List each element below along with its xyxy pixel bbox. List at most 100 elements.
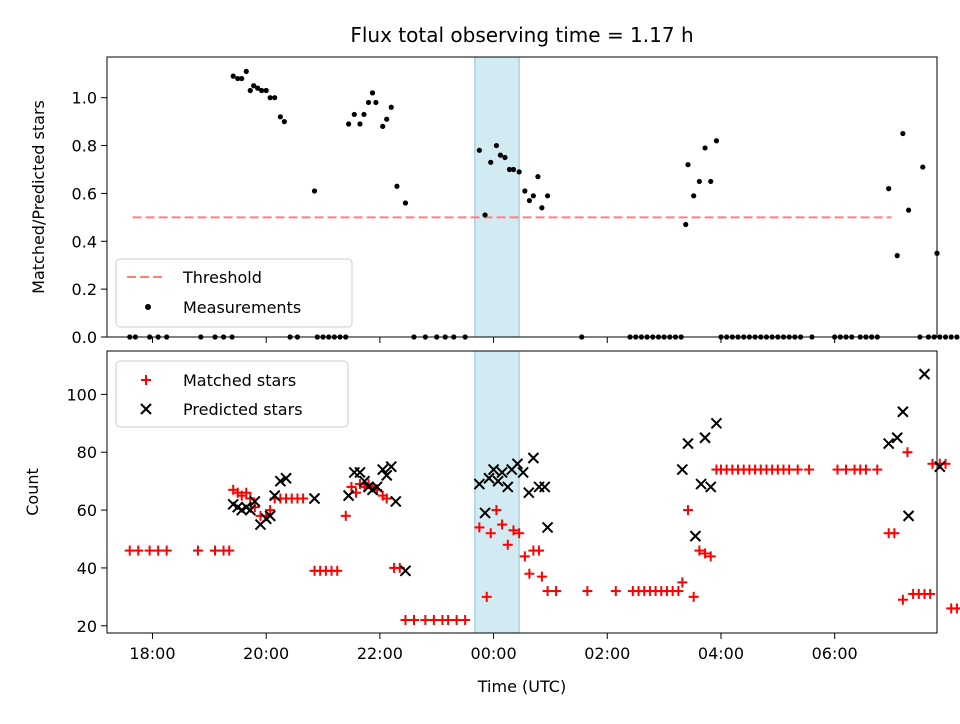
top-y-tick-label: 0.8 bbox=[72, 137, 97, 156]
predicted-star-point bbox=[391, 496, 401, 506]
matched-star-point bbox=[861, 465, 871, 475]
measurement-point bbox=[477, 148, 482, 153]
measurement-point bbox=[244, 69, 249, 74]
x-axis-label: Time (UTC) bbox=[477, 677, 566, 696]
measurement-point bbox=[937, 334, 942, 339]
measurement-point bbox=[352, 112, 357, 117]
matched-star-point bbox=[341, 511, 351, 521]
legend-threshold-label: Threshold bbox=[182, 268, 262, 287]
predicted-star-point bbox=[898, 407, 908, 417]
measurement-point bbox=[702, 145, 707, 150]
measurement-point bbox=[900, 131, 905, 136]
x-tick-label: 06:00 bbox=[812, 644, 858, 663]
measurement-point bbox=[482, 212, 487, 217]
measurement-point bbox=[384, 117, 389, 122]
matched-star-point bbox=[409, 615, 419, 625]
top-panel: 0.00.20.40.60.81.0 Matched/Predicted sta… bbox=[29, 57, 960, 347]
measurement-point bbox=[373, 100, 378, 105]
measurement-point bbox=[714, 138, 719, 143]
figure-title: Flux total observing time = 1.17 h bbox=[350, 23, 693, 47]
matched-star-point bbox=[841, 465, 851, 475]
predicted-star-point bbox=[400, 566, 410, 576]
bottom-y-tick-label: 80 bbox=[77, 443, 97, 462]
legend-measurements-swatch bbox=[145, 304, 151, 310]
measurement-point bbox=[312, 188, 317, 193]
matched-star-point bbox=[793, 465, 803, 475]
measurement-point bbox=[895, 253, 900, 258]
matched-star-point bbox=[125, 546, 135, 556]
measurement-point bbox=[531, 193, 536, 198]
matched-star-point bbox=[420, 615, 430, 625]
bottom-y-axis-label: Count bbox=[23, 468, 42, 516]
measurement-point bbox=[697, 179, 702, 184]
matched-star-point bbox=[677, 577, 687, 587]
measurement-point bbox=[231, 74, 236, 79]
predicted-star-point bbox=[700, 433, 710, 443]
measurement-point bbox=[886, 186, 891, 191]
measurement-point bbox=[248, 88, 253, 93]
matched-star-point bbox=[902, 447, 912, 457]
measurement-point bbox=[488, 160, 493, 165]
top-y-tick-label: 1.0 bbox=[72, 89, 97, 108]
measurement-point bbox=[370, 90, 375, 95]
predicted-star-point bbox=[690, 531, 700, 541]
x-tick-label: 20:00 bbox=[243, 644, 289, 663]
measurement-point bbox=[954, 334, 959, 339]
measurement-point bbox=[403, 200, 408, 205]
measurement-point bbox=[906, 208, 911, 213]
matched-star-point bbox=[543, 586, 553, 596]
matched-star-point bbox=[520, 551, 530, 561]
matched-star-point bbox=[153, 546, 163, 556]
predicted-star-point bbox=[378, 465, 388, 475]
predicted-star-point bbox=[696, 479, 706, 489]
matched-star-point bbox=[162, 546, 172, 556]
measurement-point bbox=[943, 334, 948, 339]
matched-star-point bbox=[210, 546, 220, 556]
measurement-point bbox=[264, 88, 269, 93]
bottom-y-tick-label: 20 bbox=[77, 617, 97, 636]
measurement-point bbox=[683, 222, 688, 227]
highlight-span-top bbox=[475, 57, 519, 337]
measurement-point bbox=[389, 105, 394, 110]
x-tick-label: 04:00 bbox=[698, 644, 744, 663]
legend-matched-label: Matched stars bbox=[183, 371, 296, 390]
top-y-tick-label: 0.4 bbox=[72, 232, 97, 251]
measurement-point bbox=[539, 205, 544, 210]
matched-star-point bbox=[332, 566, 342, 576]
measurement-point bbox=[708, 179, 713, 184]
predicted-star-point bbox=[919, 369, 929, 379]
legend-predicted-label: Predicted stars bbox=[183, 400, 303, 419]
x-tick-label: 02:00 bbox=[584, 644, 630, 663]
measurement-point bbox=[502, 155, 507, 160]
measurement-point bbox=[522, 188, 527, 193]
matched-star-point bbox=[833, 465, 843, 475]
predicted-star-point bbox=[677, 465, 687, 475]
measurement-point bbox=[357, 121, 362, 126]
measurement-point bbox=[380, 124, 385, 129]
measurement-point bbox=[282, 119, 287, 124]
matched-star-point bbox=[784, 465, 794, 475]
matched-star-point bbox=[582, 586, 592, 596]
x-tick-label: 18:00 bbox=[129, 644, 175, 663]
top-y-ticks: 0.00.20.40.60.81.0 bbox=[72, 89, 107, 347]
matched-star-point bbox=[872, 465, 882, 475]
top-y-tick-label: 0.2 bbox=[72, 280, 97, 299]
matched-star-point bbox=[298, 494, 308, 504]
measurement-point bbox=[272, 95, 277, 100]
matched-star-point bbox=[673, 586, 683, 596]
predicted-star-point bbox=[524, 488, 534, 498]
top-y-axis-label: Matched/Predicted stars bbox=[29, 100, 48, 294]
predicted-star-point bbox=[344, 491, 354, 501]
measurement-point bbox=[920, 164, 925, 169]
matched-star-point bbox=[429, 615, 439, 625]
measurement-point bbox=[268, 95, 273, 100]
matched-star-point bbox=[611, 586, 621, 596]
predicted-star-point bbox=[706, 482, 716, 492]
measurement-point bbox=[691, 193, 696, 198]
legend-measurements-label: Measurements bbox=[183, 298, 301, 317]
